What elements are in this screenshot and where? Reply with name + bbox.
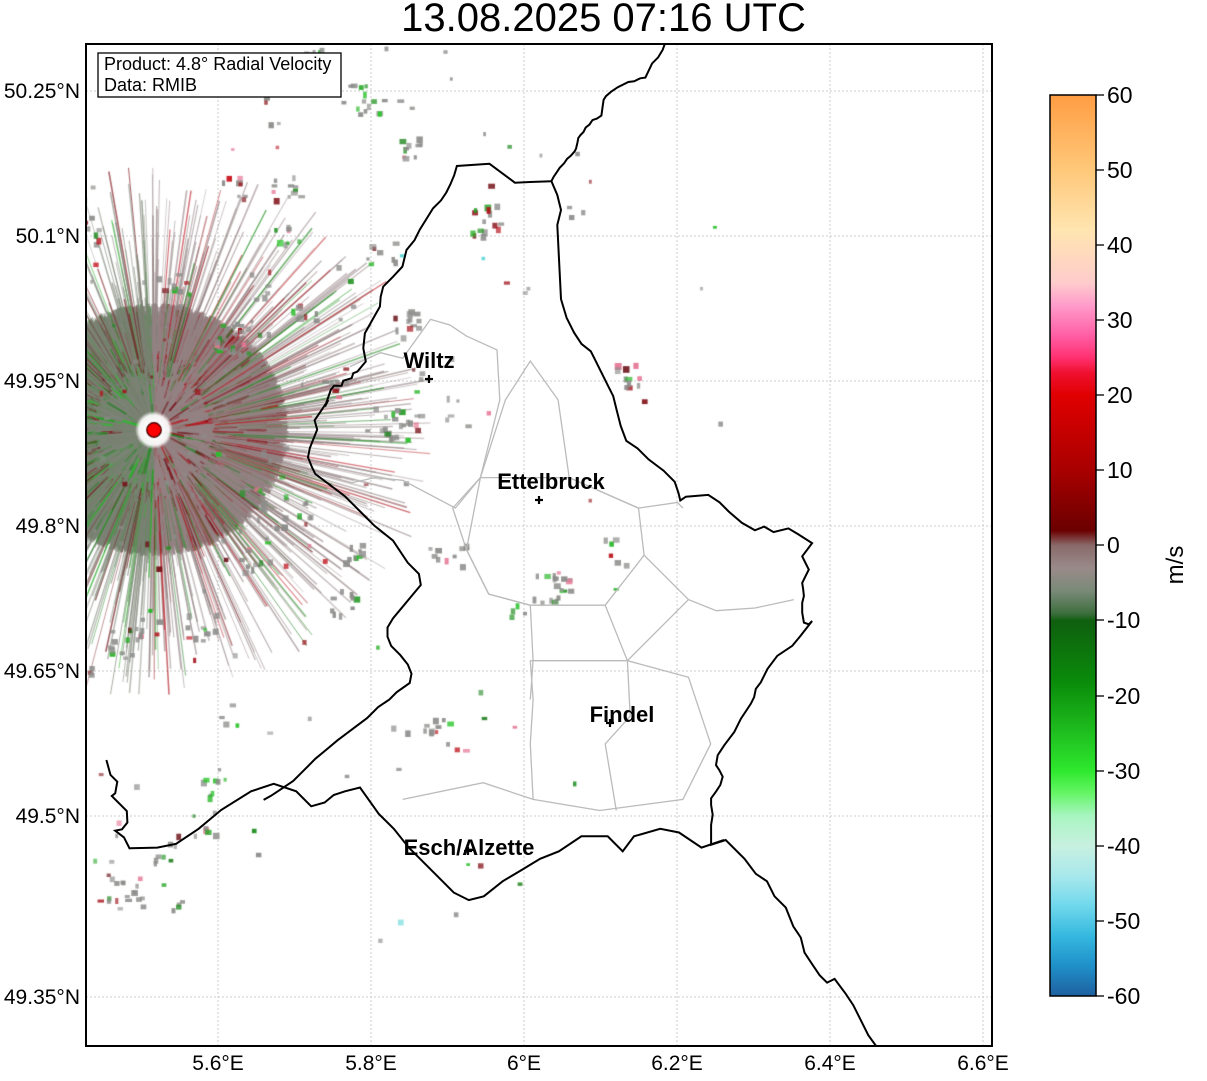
svg-text:6.6°E: 6.6°E — [957, 1052, 1009, 1075]
svg-text:-10: -10 — [1107, 607, 1140, 633]
svg-text:Findel: Findel — [590, 702, 655, 727]
svg-text:-30: -30 — [1107, 758, 1140, 784]
svg-text:Product: 4.8° Radial Velocity: Product: 4.8° Radial Velocity — [104, 54, 331, 74]
svg-text:49.35°N: 49.35°N — [4, 986, 80, 1009]
svg-text:5.8°E: 5.8°E — [345, 1052, 397, 1075]
svg-text:-40: -40 — [1107, 833, 1140, 859]
svg-text:60: 60 — [1107, 82, 1133, 108]
svg-text:49.65°N: 49.65°N — [4, 660, 80, 683]
svg-text:-60: -60 — [1107, 983, 1140, 1009]
svg-text:20: 20 — [1107, 382, 1133, 408]
svg-text:50.1°N: 50.1°N — [16, 225, 80, 248]
svg-text:Ettelbruck: Ettelbruck — [497, 469, 605, 494]
svg-text:49.95°N: 49.95°N — [4, 370, 80, 393]
svg-text:40: 40 — [1107, 232, 1133, 258]
svg-text:49.5°N: 49.5°N — [16, 805, 80, 828]
svg-text:5.6°E: 5.6°E — [192, 1052, 244, 1075]
svg-text:Data: RMIB: Data: RMIB — [104, 75, 197, 95]
svg-text:6.2°E: 6.2°E — [651, 1052, 703, 1075]
svg-text:0: 0 — [1107, 532, 1120, 558]
svg-text:Wiltz: Wiltz — [403, 348, 454, 373]
svg-text:50: 50 — [1107, 157, 1133, 183]
svg-text:Esch/Alzette: Esch/Alzette — [404, 835, 535, 860]
svg-text:6°E: 6°E — [507, 1052, 541, 1075]
svg-text:6.4°E: 6.4°E — [804, 1052, 856, 1075]
svg-text:-50: -50 — [1107, 908, 1140, 934]
svg-text:10: 10 — [1107, 457, 1133, 483]
svg-text:-20: -20 — [1107, 683, 1140, 709]
svg-text:30: 30 — [1107, 307, 1133, 333]
svg-text:m/s: m/s — [1162, 546, 1189, 585]
svg-text:49.8°N: 49.8°N — [16, 515, 80, 538]
svg-text:50.25°N: 50.25°N — [4, 80, 80, 103]
